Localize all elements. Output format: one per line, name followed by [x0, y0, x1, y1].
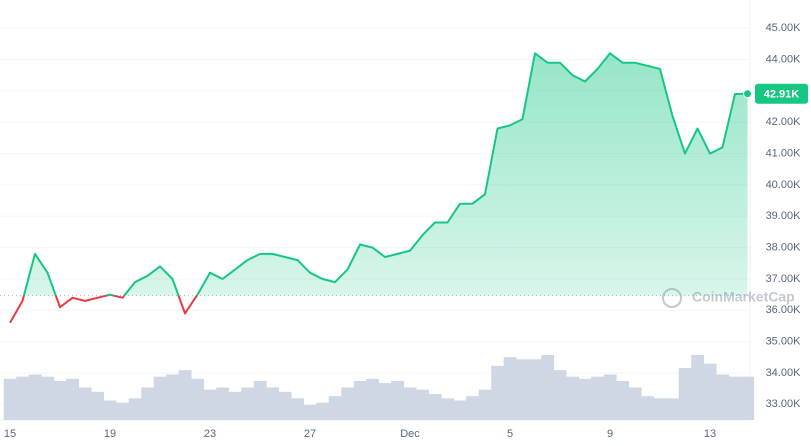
volume-bar	[441, 398, 455, 420]
volume-bar	[328, 396, 342, 420]
y-tick-label: 42.00K	[766, 116, 802, 128]
volume-bar	[603, 374, 617, 420]
x-tick-label: 13	[704, 428, 716, 440]
volume-bar	[241, 387, 255, 420]
volume-bar	[28, 374, 42, 420]
volume-bar	[666, 398, 680, 420]
volume-bar	[741, 376, 755, 420]
volume-bar	[16, 376, 30, 420]
volume-bar	[503, 357, 517, 420]
volume-bar	[66, 378, 80, 420]
y-tick-label: 34.00K	[766, 367, 802, 379]
volume-bar	[403, 387, 417, 420]
volume-bar	[141, 387, 155, 420]
volume-bar	[516, 359, 530, 420]
volume-bar	[378, 383, 392, 420]
y-tick-label: 44.00K	[766, 53, 802, 65]
volume-bar	[153, 376, 167, 420]
x-tick-label: 5	[507, 428, 513, 440]
volume-bar	[478, 389, 492, 420]
volume-bar	[528, 359, 542, 420]
y-tick-label: 38.00K	[766, 242, 802, 254]
volume-bar	[491, 365, 505, 420]
y-tick-label: 41.00K	[766, 147, 802, 159]
y-tick-label: 40.00K	[766, 179, 802, 191]
volume-bar	[591, 376, 605, 420]
volume-bar	[191, 378, 205, 420]
volume-bar	[266, 387, 280, 420]
volume-bar	[578, 378, 592, 420]
volume-bar	[253, 381, 267, 420]
volume-bar	[78, 387, 92, 420]
price-area	[23, 53, 748, 296]
volume-bar	[641, 396, 655, 420]
volume-bar	[553, 370, 567, 420]
volume-bar	[653, 398, 667, 420]
x-tick-label: Dec	[400, 428, 420, 440]
y-tick-label: 37.00K	[766, 273, 802, 285]
volume-bar	[41, 376, 55, 420]
x-tick-label: 23	[204, 428, 216, 440]
price-tag	[755, 83, 808, 104]
price-line	[9, 52, 748, 324]
volume-bar	[103, 400, 117, 420]
price-tag-label: 42.91K	[764, 89, 800, 101]
volume-bar	[353, 381, 367, 420]
volume-bar	[341, 387, 355, 420]
volume-bar	[203, 389, 217, 420]
y-tick-label: 35.00K	[766, 336, 802, 348]
last-point	[743, 89, 752, 99]
volume-bar	[53, 381, 67, 420]
volume-bar	[91, 391, 105, 420]
x-tick-label: 19	[104, 428, 116, 440]
volume-bar	[303, 404, 317, 420]
volume-bar	[291, 398, 305, 420]
volume-bar	[366, 378, 380, 420]
volume-bar	[566, 376, 580, 420]
volume-bar	[3, 378, 17, 420]
volume-bar	[428, 394, 442, 420]
volume-bar	[178, 370, 192, 420]
volume-bar	[128, 398, 142, 420]
volume-bar	[391, 381, 405, 420]
volume-bar	[728, 376, 742, 420]
volume-bar	[228, 391, 242, 420]
volume-bar	[616, 381, 630, 420]
volume-bar	[166, 374, 180, 420]
volume-bar	[453, 400, 467, 420]
y-tick-label: 33.00K	[766, 398, 802, 410]
volume-bar	[316, 402, 330, 420]
volume-bar	[116, 402, 130, 420]
volume-bar	[416, 389, 430, 420]
volume-bar	[541, 355, 555, 420]
volume-bar	[716, 374, 730, 420]
volume-bar	[278, 391, 292, 420]
volume-bar	[466, 396, 480, 420]
y-tick-label: 36.00K	[766, 304, 802, 316]
x-tick-label: 9	[607, 428, 613, 440]
x-tick-label: 27	[304, 428, 316, 440]
x-tick-label: 15	[4, 428, 16, 440]
volume-bar	[628, 387, 642, 420]
volume-bar	[216, 387, 230, 420]
volume-bar	[703, 363, 717, 420]
y-tick-label: 45.00K	[766, 22, 802, 34]
volume-bar	[691, 355, 705, 420]
y-tick-label: 39.00K	[766, 210, 802, 222]
volume-bar	[678, 368, 692, 420]
